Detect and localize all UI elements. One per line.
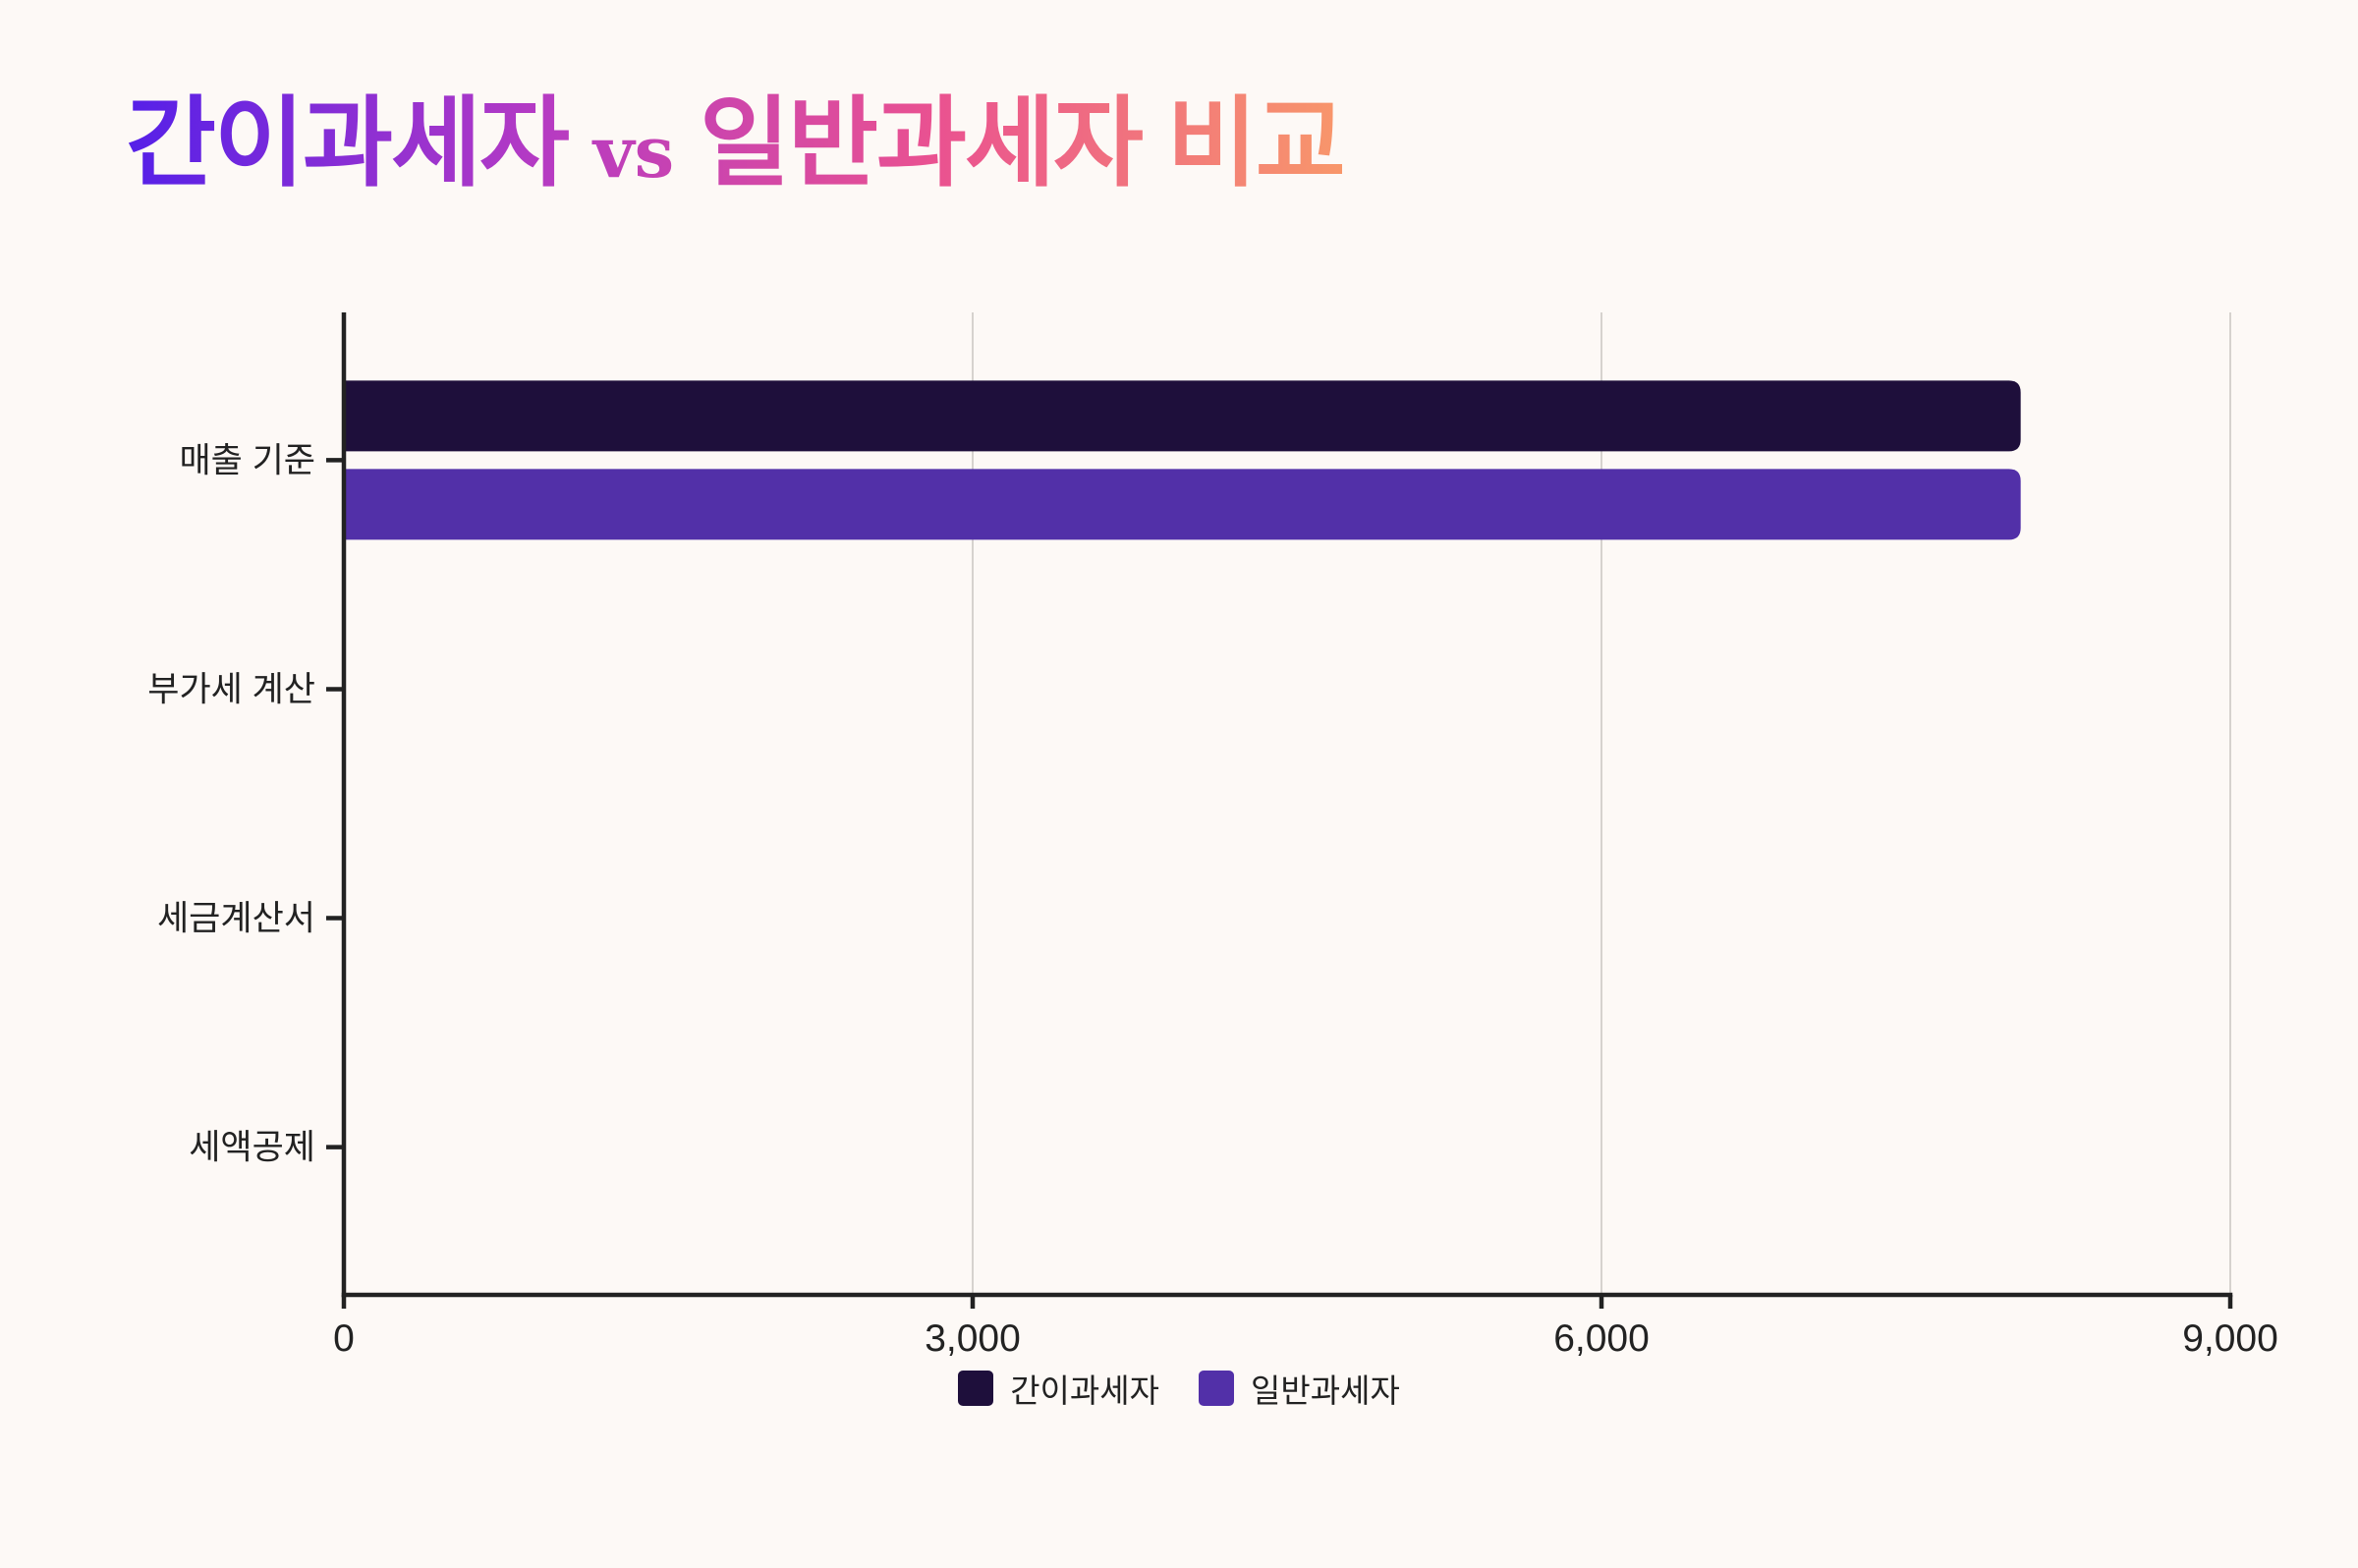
legend-item-series-2: 일반과세자 — [1199, 1365, 1400, 1412]
chart-legend: 간이과세자 일반과세자 — [0, 1365, 2358, 1412]
x-tick-label: 6,000 — [1553, 1317, 1650, 1360]
legend-item-series-1: 간이과세자 — [958, 1365, 1159, 1412]
bar-series-1-category-1 — [344, 380, 2021, 452]
x-tick-label: 9,000 — [2182, 1317, 2278, 1360]
chart-title-lead: 간이과세자 — [126, 88, 568, 198]
chart-title-tail: 일반과세자 비교 — [699, 88, 1344, 198]
x-tick-label: 0 — [333, 1317, 355, 1360]
bar-series-2-category-1 — [344, 469, 2021, 540]
x-tick-label: 3,000 — [925, 1317, 1021, 1360]
y-tick-label: 세액공제 — [189, 1129, 315, 1167]
chart-title: 간이과세자 vs 일반과세자 비교 — [126, 84, 1344, 202]
y-tick-label: 부가세 계산 — [147, 670, 315, 708]
chart-title-vs: vs — [592, 110, 675, 194]
legend-swatch-series-1 — [958, 1371, 994, 1406]
legend-swatch-series-2 — [1199, 1371, 1234, 1406]
legend-label-series-2: 일반과세자 — [1251, 1372, 1400, 1409]
y-tick-label: 매출 기준 — [179, 441, 315, 479]
y-tick-label: 세금계산서 — [157, 900, 315, 938]
legend-label-series-1: 간이과세자 — [1010, 1372, 1159, 1409]
